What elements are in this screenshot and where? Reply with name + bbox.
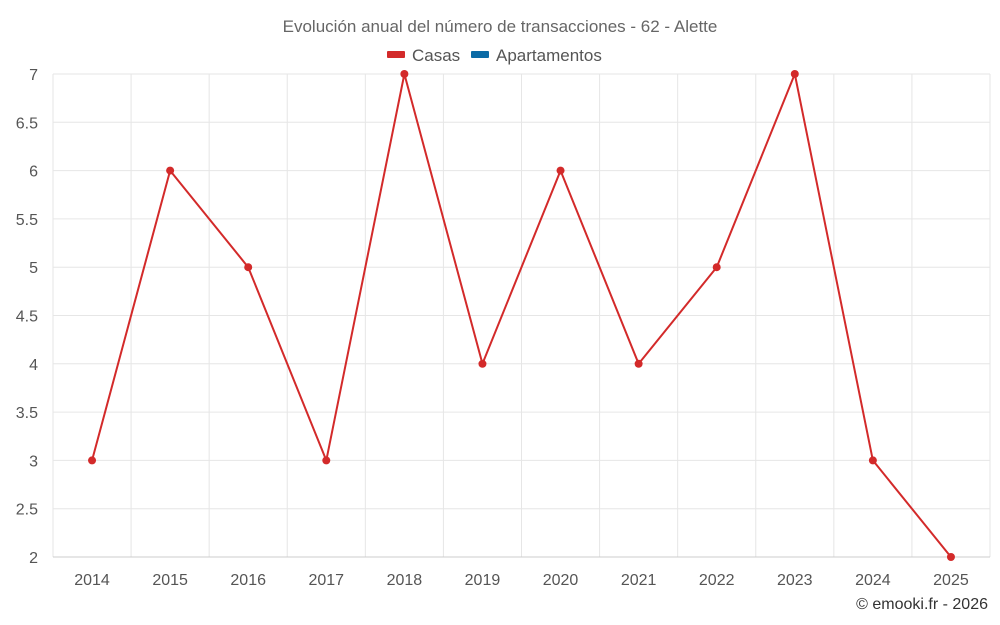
x-tick-label: 2017 (308, 572, 344, 589)
legend-item-apartamentos[interactable]: Apartamentos (471, 46, 602, 65)
x-tick-label: 2020 (543, 572, 579, 589)
data-point-casas-2023[interactable] (790, 70, 799, 78)
x-tick-label: 2021 (621, 572, 657, 589)
legend-label-casas: Casas (412, 46, 460, 65)
x-tick-label: 2019 (465, 572, 501, 589)
y-tick-label: 6 (29, 164, 38, 181)
y-tick-label: 5 (29, 260, 38, 277)
y-tick-label: 2 (29, 550, 38, 567)
data-point-casas-2018[interactable] (400, 70, 409, 78)
x-axis-ticks: 2014 2015 2016 2017 2018 2019 2020 2021 2022 2023… (74, 572, 969, 589)
y-tick-label: 4.5 (16, 309, 38, 326)
data-point-casas-2016[interactable] (244, 263, 253, 272)
series-casas (88, 70, 955, 561)
series-line-casas (91, 73, 952, 558)
data-point-casas-2020[interactable] (556, 166, 565, 175)
x-tick-label: 2024 (855, 572, 891, 589)
x-tick-label: 2022 (699, 572, 735, 589)
data-point-casas-2017[interactable] (322, 456, 331, 465)
x-tick-label: 2016 (230, 572, 266, 589)
chart-title: Evolución anual del número de transaccio… (283, 17, 718, 36)
legend-item-casas[interactable]: Casas (387, 46, 460, 65)
y-tick-label: 3 (29, 453, 38, 470)
credit-text: © emooki.fr - 2026 (856, 596, 988, 613)
y-tick-label: 7 (29, 67, 38, 84)
x-tick-label: 2025 (933, 572, 969, 589)
x-tick-label: 2015 (152, 572, 188, 589)
y-axis-ticks: 2 2.5 3 3.5 4 4.5 5 5.5 6 6.5 7 (16, 67, 38, 567)
grid (52, 73, 991, 558)
data-point-casas-2022[interactable] (712, 263, 721, 272)
x-tick-label: 2018 (387, 572, 423, 589)
data-point-casas-2019[interactable] (478, 359, 487, 368)
data-point-casas-2015[interactable] (166, 166, 175, 175)
x-tick-label: 2014 (74, 572, 110, 589)
data-point-casas-2024[interactable] (868, 456, 877, 465)
data-point-casas-2014[interactable] (88, 456, 97, 465)
data-point-casas-2025[interactable] (946, 553, 955, 561)
legend-swatch-casas (387, 51, 405, 58)
y-tick-label: 2.5 (16, 502, 38, 519)
data-point-casas-2021[interactable] (634, 359, 643, 368)
legend-label-apartamentos: Apartamentos (496, 46, 602, 65)
y-tick-label: 5.5 (16, 212, 38, 229)
y-tick-label: 4 (29, 357, 38, 374)
y-tick-label: 6.5 (16, 115, 38, 132)
y-tick-label: 3.5 (16, 405, 38, 422)
x-tick-label: 2023 (777, 572, 813, 589)
legend-swatch-apartamentos (471, 51, 489, 58)
legend: Casas Apartamentos (387, 46, 602, 65)
